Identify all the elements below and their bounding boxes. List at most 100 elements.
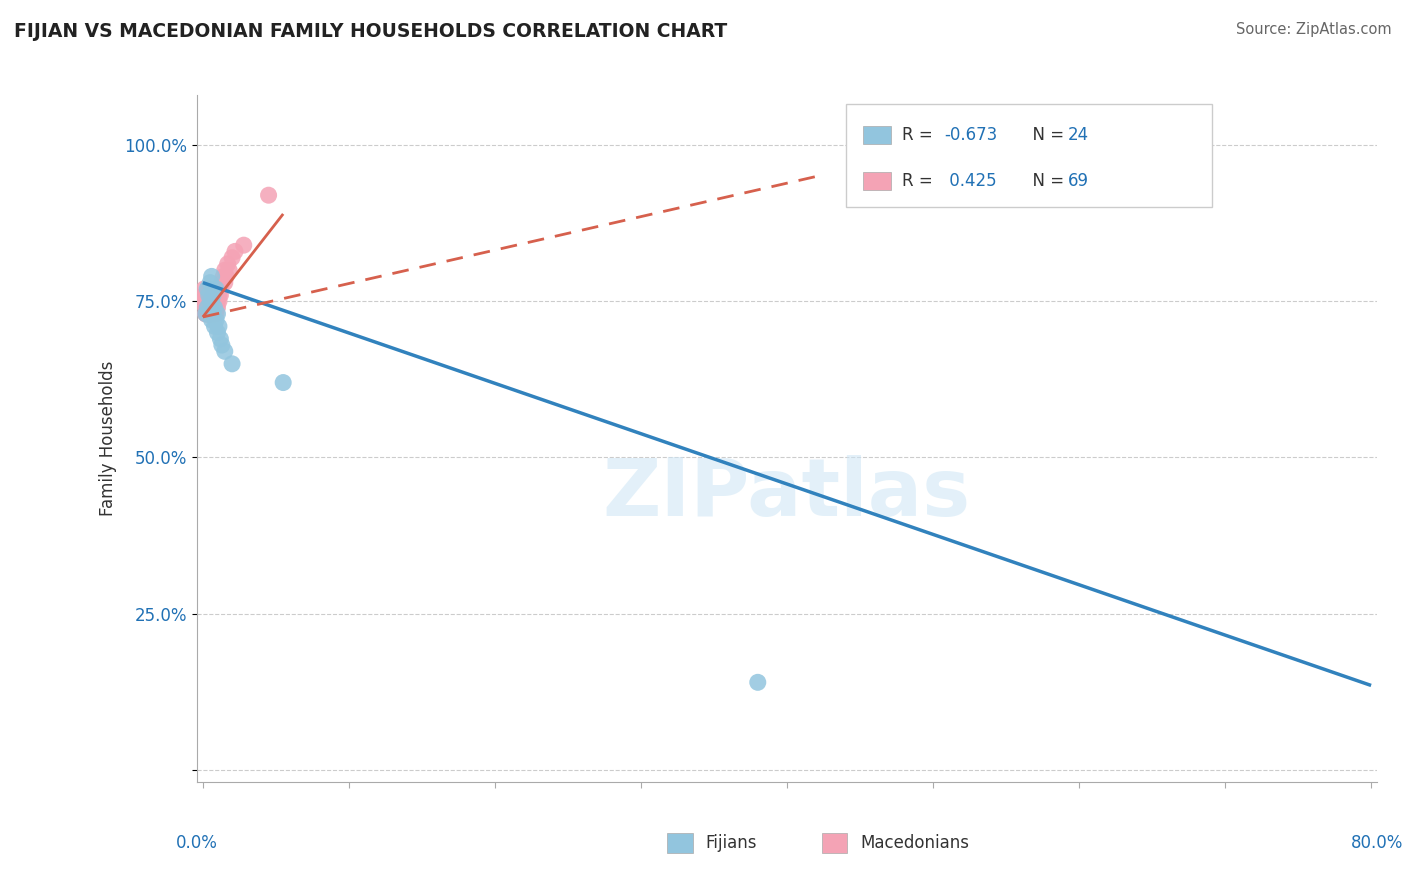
Point	[193, 282, 215, 296]
Point	[204, 301, 226, 315]
Text: 0.425: 0.425	[945, 172, 997, 190]
Point	[197, 282, 219, 296]
Point	[208, 288, 231, 302]
Point	[198, 301, 221, 315]
Point	[195, 301, 218, 315]
Point	[747, 675, 769, 690]
Point	[198, 288, 221, 302]
Point	[207, 326, 229, 340]
Point	[207, 288, 229, 302]
Point	[257, 188, 280, 202]
Point	[197, 307, 219, 321]
Point	[193, 294, 215, 309]
Point	[207, 294, 229, 309]
Text: 80.0%: 80.0%	[1351, 834, 1403, 852]
Point	[195, 288, 218, 302]
Point	[214, 276, 236, 290]
Point	[198, 294, 221, 309]
Text: Macedonians: Macedonians	[860, 834, 969, 852]
Point	[232, 238, 254, 252]
Point	[194, 307, 217, 321]
Y-axis label: Family Households: Family Households	[100, 361, 117, 516]
Point	[205, 313, 228, 327]
Point	[204, 294, 226, 309]
Point	[207, 282, 229, 296]
Text: N =: N =	[1022, 126, 1069, 144]
Text: Fijians: Fijians	[706, 834, 756, 852]
Point	[195, 307, 218, 321]
Point	[208, 319, 231, 334]
Text: 24: 24	[1069, 126, 1090, 144]
Point	[204, 307, 226, 321]
Point	[197, 301, 219, 315]
Point	[224, 244, 246, 259]
Point	[193, 288, 215, 302]
Point	[205, 288, 228, 302]
Point	[197, 294, 219, 309]
Point	[194, 307, 217, 321]
Point	[201, 288, 224, 302]
Point	[201, 294, 224, 309]
Point	[204, 301, 226, 315]
Point	[201, 294, 224, 309]
Point	[202, 294, 225, 309]
Point	[201, 269, 224, 284]
Point	[214, 344, 236, 359]
Point	[212, 269, 235, 284]
Point	[194, 301, 217, 315]
Point	[201, 313, 224, 327]
Point	[217, 257, 239, 271]
Point	[195, 301, 218, 315]
Point	[208, 294, 231, 309]
Point	[214, 263, 236, 277]
Point	[195, 301, 218, 315]
Point	[195, 307, 218, 321]
Point	[218, 263, 240, 277]
Point	[205, 294, 228, 309]
Point	[209, 332, 232, 346]
Point	[271, 376, 294, 390]
Text: N =: N =	[1022, 172, 1069, 190]
Point	[201, 301, 224, 315]
Text: -0.673: -0.673	[945, 126, 998, 144]
Point	[202, 288, 225, 302]
Point	[198, 294, 221, 309]
Text: Source: ZipAtlas.com: Source: ZipAtlas.com	[1236, 22, 1392, 37]
Point	[221, 251, 243, 265]
Point	[194, 288, 217, 302]
Point	[201, 294, 224, 309]
Point	[204, 319, 226, 334]
Point	[198, 307, 221, 321]
Point	[211, 338, 233, 352]
Point	[195, 282, 218, 296]
Point	[221, 357, 243, 371]
Point	[202, 301, 225, 315]
Point	[197, 301, 219, 315]
Point	[205, 307, 228, 321]
Point	[197, 307, 219, 321]
Point	[194, 301, 217, 315]
Point	[215, 269, 238, 284]
Point	[201, 301, 224, 315]
Point	[205, 301, 228, 315]
Text: 69: 69	[1069, 172, 1090, 190]
Point	[198, 301, 221, 315]
Point	[195, 288, 218, 302]
Point	[202, 307, 225, 321]
Point	[209, 282, 232, 296]
Point	[205, 282, 228, 296]
Text: R =: R =	[903, 172, 938, 190]
Point	[198, 307, 221, 321]
Point	[195, 294, 218, 309]
Text: FIJIAN VS MACEDONIAN FAMILY HOUSEHOLDS CORRELATION CHART: FIJIAN VS MACEDONIAN FAMILY HOUSEHOLDS C…	[14, 22, 727, 41]
Point	[207, 301, 229, 315]
Point	[207, 307, 229, 321]
Point	[194, 294, 217, 309]
Point	[198, 294, 221, 309]
Point	[197, 288, 219, 302]
Point	[197, 288, 219, 302]
Point	[209, 288, 232, 302]
Point	[202, 307, 225, 321]
Point	[201, 307, 224, 321]
Text: R =: R =	[903, 126, 938, 144]
